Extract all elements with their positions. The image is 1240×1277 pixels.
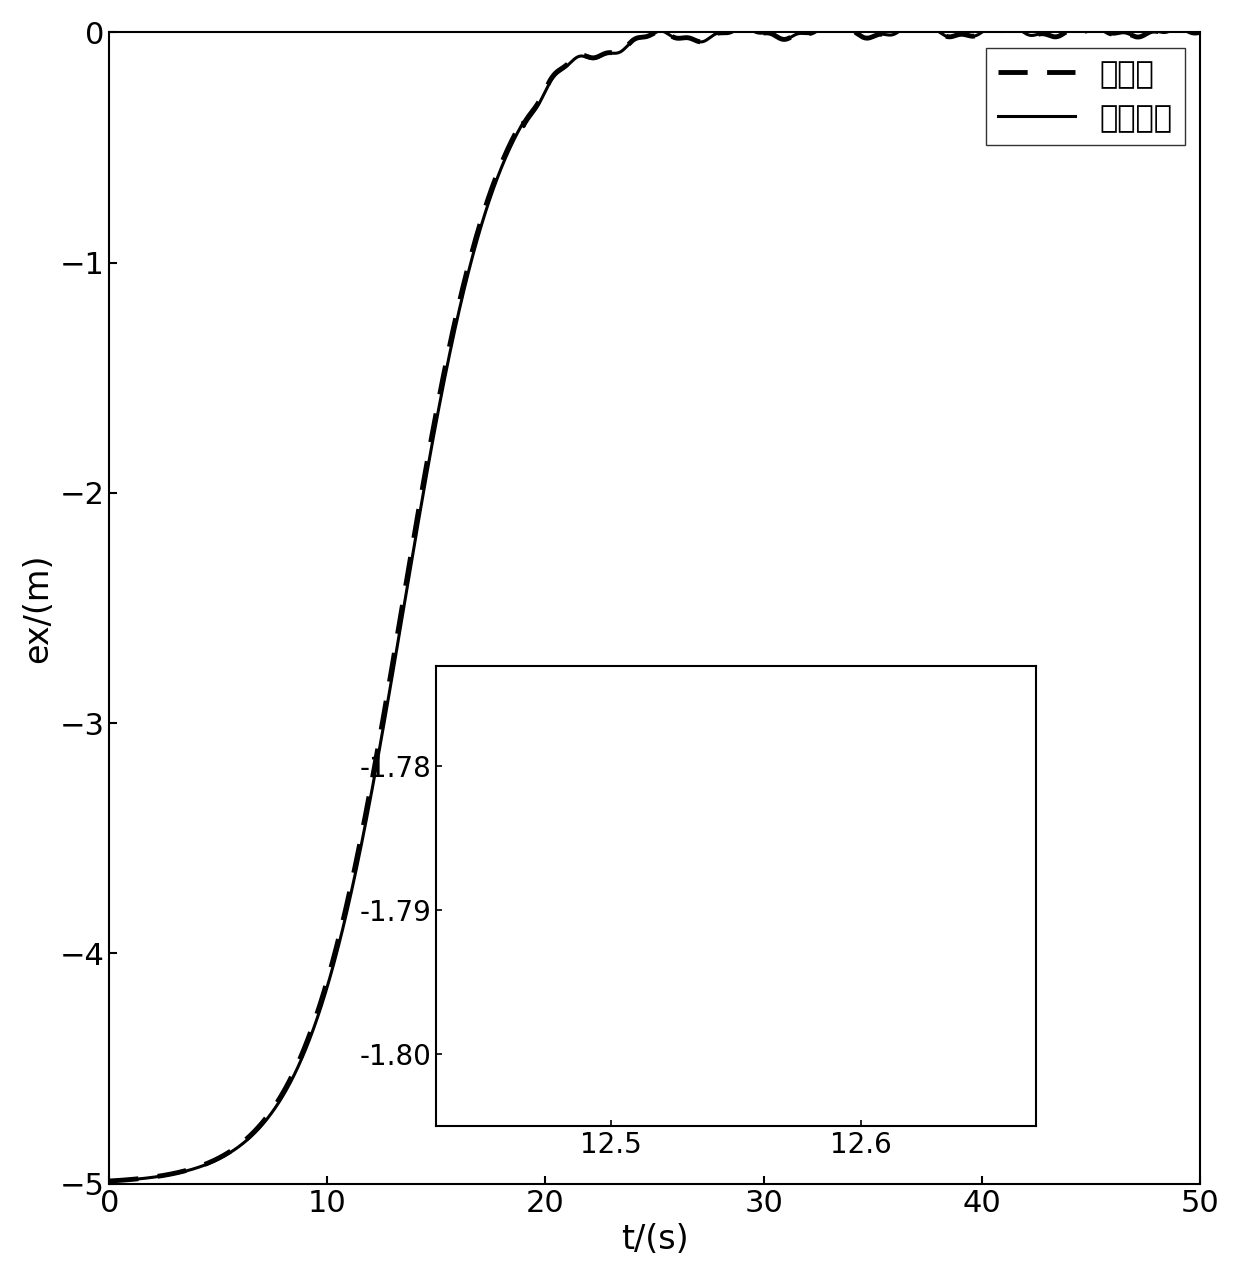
加限制 [739,20,754,36]
Line: 不加限制: 不加限制 [109,28,1200,1181]
Legend: 加限制, 不加限制: 加限制, 不加限制 [986,47,1184,146]
不加限制 [315,994,330,1009]
加限制 [102,1174,117,1189]
不加限制 [102,1174,117,1189]
加限制 [730,20,745,36]
加限制 [1140,26,1154,41]
Y-axis label: ex/(m): ex/(m) [21,553,53,663]
不加限制 [213,1151,228,1166]
不加限制 [1140,26,1154,41]
不加限制 [839,23,854,38]
加限制 [839,23,854,38]
加限制 [1193,24,1208,40]
X-axis label: t/(s): t/(s) [621,1223,688,1257]
加限制 [213,1149,228,1165]
不加限制 [739,20,754,36]
不加限制 [854,29,869,45]
Line: 加限制: 加限制 [109,28,1200,1181]
加限制 [315,988,330,1004]
不加限制 [1193,24,1208,40]
加限制 [854,29,869,45]
不加限制 [730,20,745,36]
